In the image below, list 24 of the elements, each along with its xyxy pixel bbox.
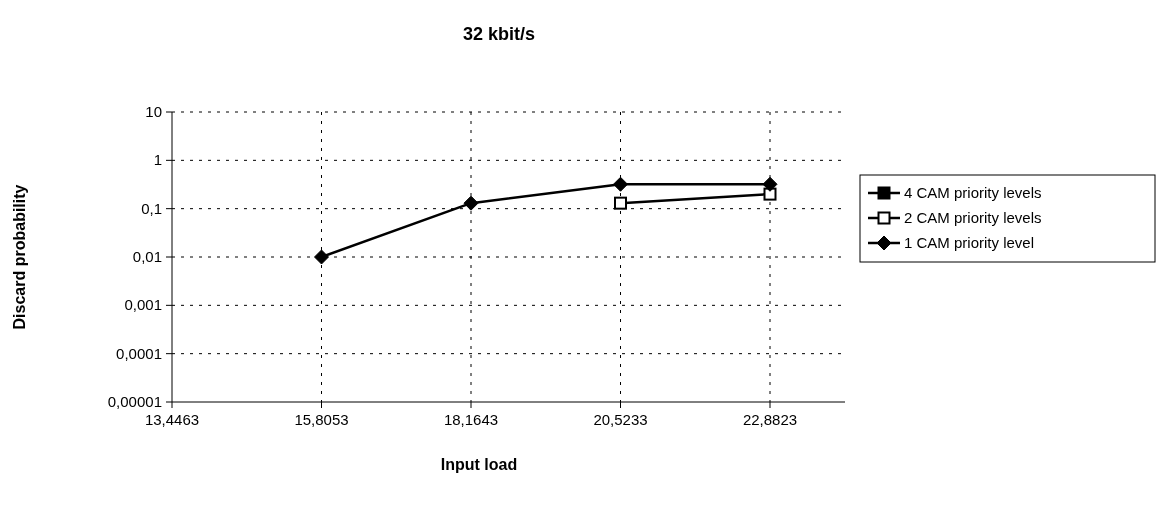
- point: [463, 195, 479, 211]
- x-tick-label: 20,5233: [593, 411, 648, 428]
- legend-label: 4 CAM priority levels: [904, 184, 1042, 201]
- x-tick-label: 22,8823: [742, 411, 798, 428]
- y-axis-title: Discard probability: [11, 184, 28, 330]
- point: [613, 176, 628, 192]
- x-axis-title: Input load: [440, 456, 518, 473]
- point: [762, 176, 778, 192]
- legend-label: 1 CAM priority level: [904, 234, 1035, 251]
- y-tick-label: 10: [145, 103, 162, 120]
- x-tick-label: 18,1643: [443, 411, 499, 428]
- legend-label: 2 CAM priority levels: [904, 209, 1042, 226]
- x-tick-label: 15,8053: [294, 411, 349, 428]
- point: [614, 196, 627, 210]
- point: [763, 187, 777, 201]
- y-tick-label: 0,01: [132, 248, 162, 265]
- chart-title: 32 kbit/s: [462, 24, 536, 44]
- y-tick-label: 1: [153, 151, 162, 169]
- y-tick-label: 0,00001: [107, 393, 162, 410]
- x-tick-label: 13,4463: [144, 411, 200, 428]
- point: [314, 249, 329, 265]
- y-tick-label: 0,1: [141, 199, 162, 217]
- y-tick-label: 0,001: [124, 296, 162, 314]
- y-tick-label: 0,0001: [116, 344, 162, 362]
